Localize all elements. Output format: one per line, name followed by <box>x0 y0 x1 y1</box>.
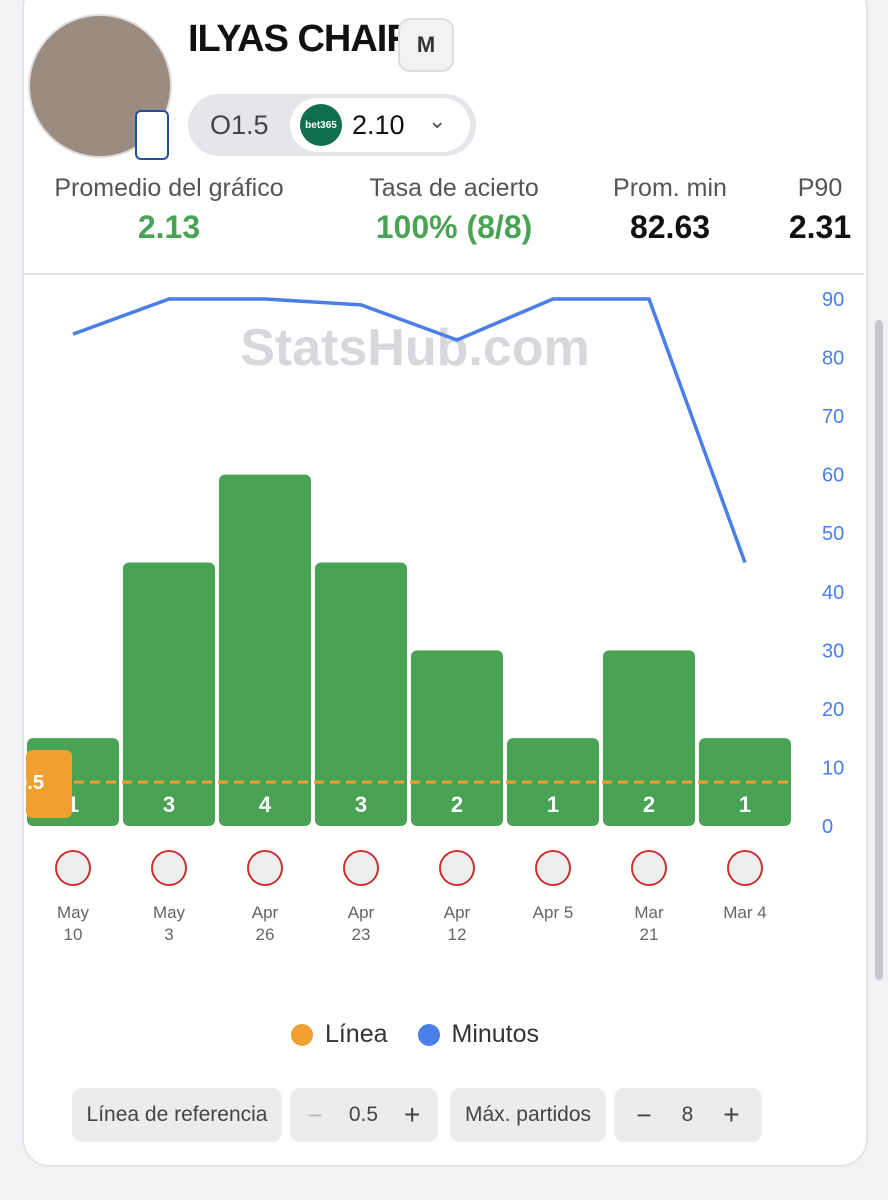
x-tick-label: Apr 12 <box>443 903 471 944</box>
team-logo <box>247 850 283 886</box>
y2-tick-label: 10 <box>822 757 844 779</box>
bar-label: 3 <box>163 792 175 817</box>
dropdown-icon[interactable]: ⌄ <box>428 108 447 133</box>
watermark: StatsHub.com <box>240 319 590 377</box>
bar-label: 3 <box>355 792 367 817</box>
minus-button[interactable]: − <box>636 1099 652 1130</box>
bar-label: 1 <box>739 792 751 817</box>
y2-tick-label: 60 <box>822 465 844 487</box>
y2-tick-label: 80 <box>822 348 844 370</box>
bar-label: 1 <box>547 792 559 817</box>
team-logo <box>151 850 187 886</box>
bookmaker-logo: bet365 <box>300 104 342 146</box>
x-tick-label: Apr 26 <box>251 903 279 944</box>
bar-label: 2 <box>643 792 655 817</box>
stat-label: P90 <box>797 174 843 202</box>
x-tick-label: Mar 4 <box>723 903 767 922</box>
team-logo <box>727 850 763 886</box>
legend-swatch <box>290 1023 313 1046</box>
line-label: O1.5 <box>210 110 269 140</box>
stepper-value: 0.5 <box>348 1103 379 1126</box>
x-tick-label: Apr 23 <box>347 903 375 944</box>
stat-label: Promedio del gráfico <box>54 174 284 202</box>
bar <box>699 738 791 826</box>
x-tick-label: May 3 <box>152 903 186 944</box>
y2-tick-label: 20 <box>822 699 844 721</box>
legend-label: Minutos <box>451 1020 540 1048</box>
stat-value: 100% (8/8) <box>375 209 533 245</box>
bar <box>219 474 311 826</box>
x-tick-label: Mar 21 <box>634 903 664 944</box>
legend-label: Línea <box>324 1020 388 1048</box>
x-tick-label: Apr 5 <box>532 903 574 922</box>
y2-tick-label: 40 <box>822 582 844 604</box>
stat-value: 2.31 <box>788 209 852 245</box>
team-logo <box>535 850 571 886</box>
bar-label: 4 <box>259 792 272 817</box>
team-logo <box>631 850 667 886</box>
stat: Prom. min 82.63 <box>600 174 740 246</box>
divider <box>24 273 864 275</box>
reference-box <box>26 750 72 818</box>
plus-button[interactable]: + <box>404 1099 421 1130</box>
y2-tick-label: 90 <box>822 289 844 311</box>
y2-tick-label: 0 <box>822 816 833 838</box>
team-logo <box>55 850 91 886</box>
bar <box>123 562 215 826</box>
legend: Línea Minutos <box>0 1020 830 1049</box>
stat-value: 2.13 <box>137 209 201 245</box>
stepper: − 8 + <box>614 1088 762 1142</box>
stat-label: Prom. min <box>613 174 727 202</box>
y2-tick-label: 70 <box>822 406 844 428</box>
stat: Promedio del gráfico 2.13 <box>38 174 300 246</box>
x-tick-label: May 10 <box>56 903 90 944</box>
reference-label: 0.5 <box>16 750 72 818</box>
minus-button[interactable]: − <box>307 1099 323 1130</box>
stepper: − 0.5 + <box>290 1088 438 1142</box>
control-label: Máx. partidos <box>450 1088 606 1142</box>
legend-swatch <box>417 1023 440 1046</box>
position-badge: M <box>398 18 454 72</box>
stat: P90 2.31 <box>780 174 860 246</box>
odds: 2.10 <box>352 110 405 140</box>
stat: Tasa de acierto 100% (8/8) <box>350 174 558 246</box>
stepper-value: 8 <box>681 1103 694 1126</box>
plus-button[interactable]: + <box>723 1099 740 1130</box>
legend-item[interactable]: Línea <box>290 1020 388 1049</box>
bar-label: 2 <box>451 792 463 817</box>
scrollbar[interactable] <box>875 320 883 980</box>
legend-item[interactable]: Minutos <box>417 1020 540 1049</box>
reference-value: 0.5 <box>16 772 44 794</box>
bar <box>315 562 407 826</box>
control-label: Línea de referencia <box>72 1088 282 1142</box>
y2-tick-label: 50 <box>822 523 844 545</box>
minutes-line <box>72 297 747 564</box>
club-badge <box>135 110 169 160</box>
team-logo <box>439 850 475 886</box>
stat-value: 82.63 <box>629 209 711 245</box>
stat-label: Tasa de acierto <box>369 174 539 202</box>
team-logo <box>343 850 379 886</box>
y2-tick-label: 30 <box>822 640 844 662</box>
bar <box>507 738 599 826</box>
